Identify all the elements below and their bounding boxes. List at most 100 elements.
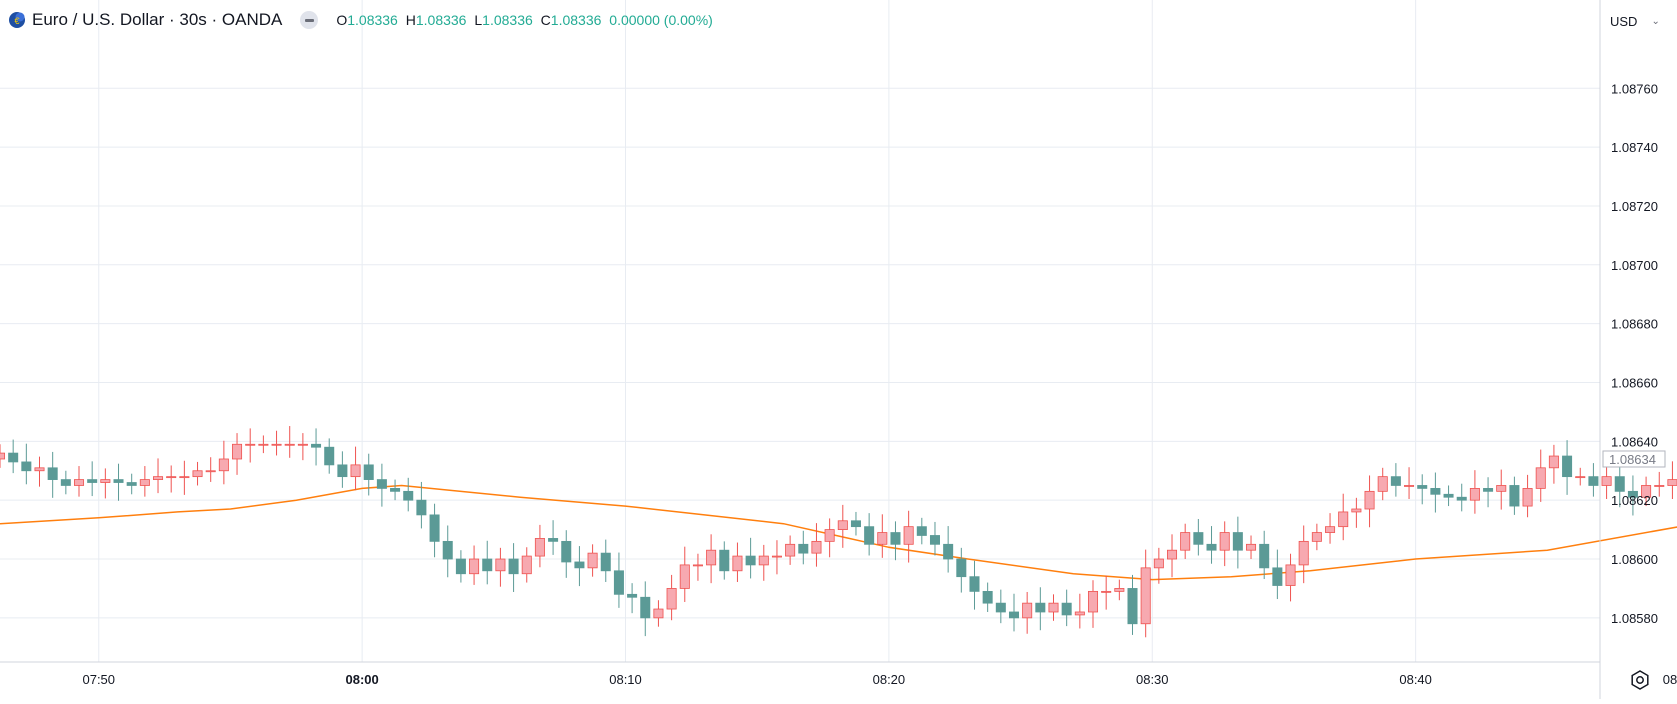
candle — [534, 524, 545, 568]
candle-body — [1417, 485, 1428, 489]
candle — [679, 546, 690, 602]
candle-body — [771, 555, 782, 558]
high-value: 1.08336 — [415, 12, 467, 28]
x-tick-label: 08:20 — [873, 672, 906, 687]
candle-body — [1667, 479, 1677, 486]
y-tick-label: 1.08740 — [1611, 140, 1658, 155]
candle-body — [192, 470, 203, 478]
candle — [1588, 463, 1599, 497]
high-key: H — [405, 12, 416, 28]
y-tick-label: 1.08720 — [1611, 199, 1658, 214]
candle — [1285, 553, 1296, 602]
candle-body — [232, 443, 243, 460]
candle-body — [34, 467, 45, 472]
candle — [205, 457, 216, 482]
candle — [363, 453, 374, 496]
candle-body — [1311, 532, 1322, 542]
candle — [785, 535, 796, 565]
candle-body — [1575, 476, 1586, 479]
minus-icon[interactable] — [300, 11, 319, 29]
candle — [1167, 534, 1178, 578]
gear-icon[interactable] — [1628, 668, 1652, 692]
symbol-title[interactable]: Euro / U.S. Dollar · 30s · OANDA — [32, 10, 283, 29]
candle — [1061, 589, 1072, 627]
candle — [561, 530, 572, 578]
candle — [1114, 579, 1125, 601]
candle — [521, 547, 532, 583]
candle-body — [1364, 490, 1375, 510]
candle-body — [745, 555, 756, 566]
candle-body — [640, 596, 651, 619]
candle-body — [692, 564, 703, 567]
candle-body — [587, 552, 598, 569]
candle-body — [429, 514, 440, 542]
candle — [587, 544, 598, 577]
candle-body — [1390, 476, 1401, 486]
candle — [745, 537, 756, 579]
currency-label: USD — [1610, 13, 1638, 29]
candle — [837, 504, 848, 548]
candle — [1127, 574, 1138, 635]
currency-dropdown[interactable]: USD ⌄ — [1610, 10, 1668, 32]
candle — [692, 553, 703, 581]
candle — [245, 428, 256, 463]
candle-body — [1614, 476, 1625, 492]
candle — [1641, 476, 1652, 507]
candle — [482, 540, 493, 585]
candle-body — [758, 555, 769, 566]
candle — [943, 526, 954, 573]
candle — [1364, 475, 1375, 528]
candle-body — [1535, 467, 1546, 489]
candle-body — [1548, 455, 1559, 469]
euro-dollar-flag-icon[interactable]: € — [8, 11, 26, 29]
candle-body — [1180, 532, 1191, 551]
candle — [47, 451, 58, 498]
candle — [34, 456, 45, 487]
y-tick-label: 1.08600 — [1611, 552, 1658, 567]
candle — [640, 581, 651, 637]
candle-body — [324, 446, 335, 466]
candle — [1575, 467, 1586, 486]
candle — [1404, 467, 1415, 500]
candle — [666, 574, 677, 621]
candle — [100, 468, 111, 499]
candle-body — [521, 555, 532, 575]
candle-body — [1048, 602, 1059, 613]
candle-body — [469, 558, 480, 575]
low-key: L — [474, 12, 483, 28]
open-value: 1.08336 — [347, 12, 398, 28]
candle-body — [719, 549, 730, 572]
chevron-down-icon: ⌄ — [1651, 15, 1660, 27]
candle-body — [534, 538, 545, 557]
candle-body — [416, 499, 427, 516]
candle — [1074, 593, 1085, 629]
candle — [60, 470, 71, 495]
y-tick-label: 1.08660 — [1611, 375, 1658, 390]
candle-body — [877, 532, 888, 545]
current-price-box — [1602, 450, 1666, 468]
candle — [877, 514, 888, 558]
candle — [416, 481, 427, 529]
candle — [153, 458, 164, 494]
candle-body — [956, 558, 967, 578]
candle — [1509, 476, 1520, 515]
candle — [706, 534, 717, 584]
candle — [1351, 497, 1362, 528]
candle — [864, 513, 875, 556]
candle-body — [1430, 488, 1441, 495]
candle-body — [1101, 590, 1112, 593]
candle-body — [1285, 564, 1296, 586]
candles-layer — [0, 426, 1677, 638]
candle-body — [508, 558, 519, 575]
candle — [1219, 521, 1230, 567]
candle — [1193, 519, 1204, 556]
candle — [1101, 575, 1112, 610]
candle-body — [1232, 532, 1243, 551]
candle — [1232, 516, 1243, 569]
candle — [179, 460, 190, 495]
candle-body — [1588, 476, 1599, 486]
candle-body — [1522, 488, 1533, 507]
y-tick-label: 1.08580 — [1611, 611, 1658, 626]
